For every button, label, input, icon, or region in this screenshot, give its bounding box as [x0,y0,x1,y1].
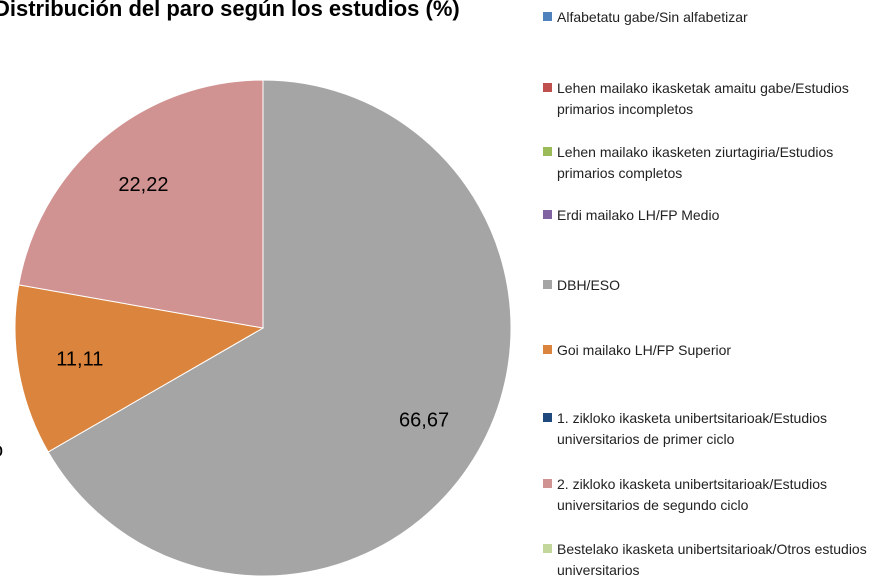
data-label: 11,11 [56,349,103,371]
data-label: 22,22 [118,174,168,196]
legend-swatch [543,147,552,156]
legend-label: Lehen mailako ikasketak amaitu gabe/Estu… [557,79,849,117]
legend-label: 1. zikloko ikasketa unibertsitarioak/Est… [557,409,828,447]
legend-label: Alfabetatu gabe/Sin alfabetizar [557,8,748,25]
pie-slice [18,79,264,329]
legend-label: 2. zikloko ikasketa unibertsitarioak/Est… [557,475,828,513]
legend-swatch [543,12,552,21]
legend-swatch [543,210,552,219]
legend-swatch [543,479,552,488]
legend-swatch [543,83,552,92]
pie: 66,67 11,11 22,22 [14,79,512,577]
legend-label: Goi mailako LH/FP Superior [557,341,732,358]
pie-slice [14,284,265,453]
legend-label: Erdi mailako LH/FP Medio [557,206,720,223]
pie-slice [47,79,512,577]
legend-label: Lehen mailako ikasketen ziurtagiria/Estu… [557,143,834,181]
data-label: 66,67 [399,409,449,431]
legend-swatch [543,280,552,289]
legend-label: Bestelako ikasketa unibertsitarioak/Otro… [557,540,867,578]
chart-title: Distribución del paro según los estudios… [0,0,460,21]
annotation: o [0,439,3,461]
legend-label: DBH/ESO [557,276,621,293]
legend-swatch [543,413,552,422]
legend-swatch [543,544,552,553]
legend-swatch [543,345,552,354]
